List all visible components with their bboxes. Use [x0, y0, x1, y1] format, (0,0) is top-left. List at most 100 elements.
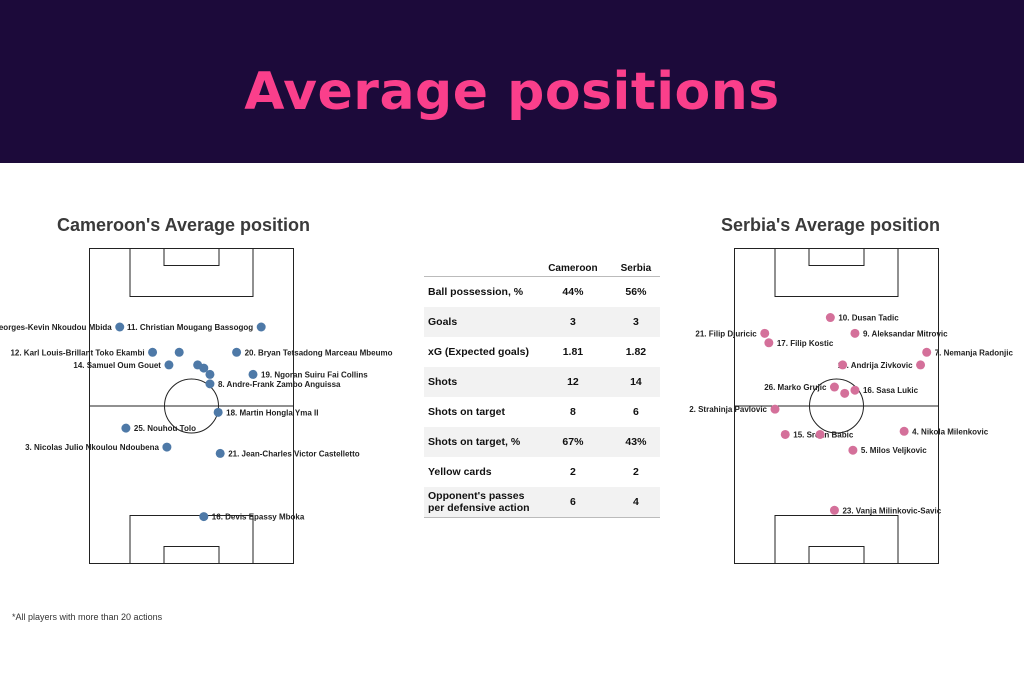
- serbia-player-marker: [829, 505, 839, 515]
- stats-serbia-value: 56%: [625, 286, 647, 298]
- stats-row: Ball possession, % 44% 56%: [424, 277, 660, 308]
- stats-label: xG (Expected goals): [428, 346, 529, 358]
- cameroon-player-marker: [199, 363, 209, 373]
- serbia-player-label: 9. Aleksandar Mitrovic: [863, 329, 948, 338]
- stats-serbia-value: 3: [611, 307, 660, 337]
- stats-header-cameroon: Cameroon: [534, 260, 612, 277]
- cameroon-player-marker: [199, 512, 209, 522]
- stats-row: xG (Expected goals) 1.81 1.82: [424, 337, 660, 367]
- serbia-player-marker: [829, 382, 839, 392]
- serbia-player-label: 23. Vanja Milinkovic-Savic: [842, 506, 941, 515]
- stats-cameroon-value: 44%: [562, 286, 584, 298]
- cameroon-player-label: 7. Georges-Kevin Nkoudou Mbida: [0, 323, 112, 332]
- stats-label: Shots on target: [428, 406, 506, 418]
- serbia-player-label: 21. Filip Djuricic: [695, 329, 757, 338]
- cameroon-player-marker: [162, 442, 172, 452]
- serbia-player-label: 17. Filip Kostic: [777, 339, 834, 348]
- cameroon-player-label: 14. Samuel Oum Gouet: [73, 361, 161, 370]
- cameroon-player-label: 3. Nicolas Julio Nkoulou Ndoubena: [25, 443, 159, 452]
- stats-row: Goals 3 3: [424, 307, 660, 337]
- stats-cameroon-value: 6: [534, 487, 612, 518]
- cameroon-player-label: 12. Karl Louis-Brillant Toko Ekambi: [10, 348, 144, 357]
- cameroon-player-marker: [164, 360, 174, 370]
- serbia-player-marker: [825, 313, 835, 323]
- page-title: Average positions: [244, 62, 780, 122]
- serbia-bottom-goal-box: [808, 546, 865, 564]
- stats-label: Shots: [424, 367, 534, 397]
- serbia-player-marker: [764, 338, 774, 348]
- cameroon-player-label: 18. Martin Hongla Yma II: [226, 408, 318, 417]
- cameroon-player-marker: [205, 369, 215, 379]
- cameroon-player-label: 16. Devis Epassy Mboka: [212, 513, 305, 522]
- serbia-top-penalty-box: [774, 248, 899, 297]
- stats-header-serbia: Serbia: [611, 260, 660, 277]
- serbia-pitch-chart: 10. Dusan Tadic 21. Filip Djuricic 9. Alek…: [689, 248, 1013, 564]
- cameroon-player-marker: [215, 448, 225, 458]
- serbia-top-goal-box: [808, 248, 865, 266]
- serbia-bottom-penalty-box: [774, 515, 899, 564]
- stats-cameroon-value: 8: [570, 406, 576, 418]
- cameroon-bottom-goal-box: [163, 546, 220, 564]
- serbia-player-marker: [899, 426, 909, 436]
- serbia-player-label: 14. Andrija Zivkovic: [838, 361, 913, 370]
- serbia-player-label: 7. Nemanja Radonjic: [935, 348, 1014, 357]
- stats-cameroon-value: 67%: [534, 427, 612, 457]
- cameroon-center-circle: [164, 378, 219, 434]
- serbia-player-marker: [770, 404, 780, 414]
- serbia-player-marker: [838, 360, 848, 370]
- cameroon-player-label: 25. Nouhou Tolo: [134, 424, 196, 433]
- stats-serbia-value: 6: [633, 406, 639, 418]
- serbia-chart-title: Serbia's Average position: [721, 215, 941, 235]
- serbia-center-circle: [809, 378, 864, 434]
- stats-row: Shots on target, % 67% 43%: [424, 427, 660, 457]
- cameroon-player-marker: [213, 407, 223, 417]
- stats-serbia-value: 4: [611, 487, 660, 518]
- cameroon-player-marker: [256, 322, 266, 332]
- cameroon-player-label: 19. Ngoran Suiru Fai Collins: [261, 370, 368, 379]
- cameroon-player-marker: [174, 347, 184, 357]
- stats-label: Ball possession, %: [428, 286, 524, 298]
- cameroon-player-marker: [148, 347, 158, 357]
- stats-row: Shots on target 8 6: [424, 397, 660, 427]
- cameroon-pitch-chart: 7. Georges-Kevin Nkoudou Mbida 11. Christ…: [0, 248, 393, 564]
- stats-table: Cameroon Serbia Ball possession, % 44% 56%…: [424, 260, 660, 518]
- stats-label: Opponent's passes per defensive action: [424, 487, 534, 518]
- stats-cameroon-value: 2: [570, 466, 576, 478]
- serbia-player-label: 5. Milos Veljkovic: [861, 446, 927, 455]
- cameroon-player-label: 8. Andre-Frank Zambo Anguissa: [218, 380, 341, 389]
- cameroon-player-marker: [205, 379, 215, 389]
- cameroon-player-label: 21. Jean-Charles Victor Castelletto: [228, 449, 360, 458]
- serbia-player-label: 26. Marko Grujic: [764, 383, 827, 392]
- serbia-player-label: 2. Strahinja Pavlovic: [689, 405, 767, 414]
- cameroon-player-label: 11. Christian Mougang Bassogog: [127, 323, 253, 332]
- cameroon-player-marker: [121, 423, 131, 433]
- stats-cameroon-value: 3: [534, 307, 612, 337]
- stats-row: Shots 12 14: [424, 367, 660, 397]
- stats-row: Opponent's passes per defensive action 6 4: [424, 487, 660, 518]
- serbia-player-label: 10. Dusan Tadic: [838, 314, 899, 323]
- stats-cameroon-value: 1.81: [562, 346, 584, 358]
- serbia-player-marker: [848, 445, 858, 455]
- stats-serbia-value: 1.82: [625, 346, 647, 358]
- stats-serbia-value: 43%: [611, 427, 660, 457]
- serbia-player-marker: [840, 388, 850, 398]
- stats-cameroon-value: 12: [534, 367, 612, 397]
- stats-header-blank: [424, 260, 534, 277]
- serbia-player-label: 16. Sasa Lukic: [863, 386, 919, 395]
- serbia-player-label: 4. Nikola Milenkovic: [912, 427, 989, 436]
- header-banner: Average positions: [0, 0, 1024, 163]
- serbia-player-marker: [780, 429, 790, 439]
- serbia-player-marker: [922, 347, 932, 357]
- cameroon-player-marker: [232, 347, 242, 357]
- serbia-player-marker: [850, 328, 860, 338]
- serbia-player-marker: [760, 328, 770, 338]
- cameroon-player-label: 20. Bryan Tetsadong Marceau Mbeumo: [245, 348, 393, 357]
- serbia-player-marker: [916, 360, 926, 370]
- stats-label: Shots on target, %: [424, 427, 534, 457]
- stats-label: Yellow cards: [428, 466, 492, 478]
- serbia-player-marker: [850, 385, 860, 395]
- cameroon-bottom-penalty-box: [129, 515, 254, 564]
- cameroon-top-penalty-box: [129, 248, 254, 297]
- cameroon-player-marker: [115, 322, 125, 332]
- stats-serbia-value: 2: [633, 466, 639, 478]
